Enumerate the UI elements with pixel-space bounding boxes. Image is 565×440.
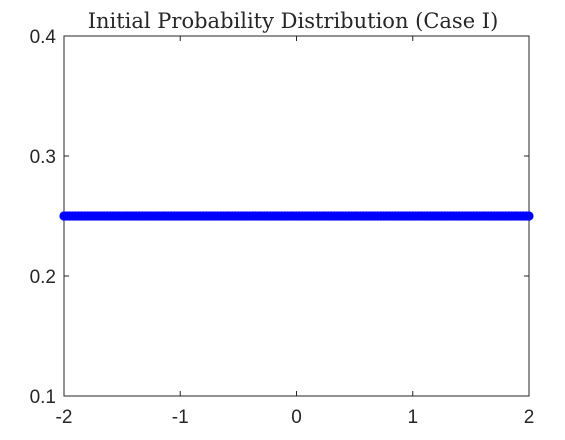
y-tick-label: 0.1 bbox=[30, 387, 56, 408]
data-series bbox=[59, 211, 534, 221]
y-tick-label: 0.4 bbox=[30, 27, 57, 48]
y-axis: 0.1 0.2 0.3 0.4 bbox=[30, 27, 529, 408]
x-tick-label: -2 bbox=[56, 407, 73, 428]
x-tick-label: -1 bbox=[172, 407, 189, 428]
x-axis: -2 -1 0 1 2 bbox=[56, 36, 535, 428]
x-tick-label: 1 bbox=[407, 407, 418, 428]
y-tick-label: 0.2 bbox=[30, 267, 56, 288]
x-tick-label: 0 bbox=[291, 407, 302, 428]
x-tick-label: 2 bbox=[524, 407, 535, 428]
chart-title: Initial Probability Distribution (Case I… bbox=[88, 9, 499, 33]
data-point bbox=[524, 211, 534, 221]
y-tick-label: 0.3 bbox=[30, 147, 56, 168]
